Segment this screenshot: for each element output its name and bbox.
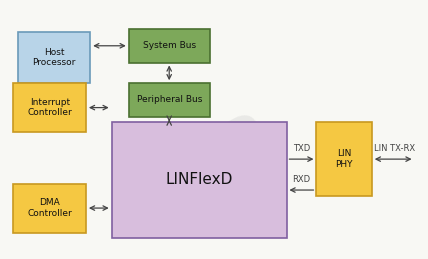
Text: LIN
PHY: LIN PHY — [336, 149, 353, 169]
FancyBboxPatch shape — [316, 122, 372, 197]
Text: DMA
Controller: DMA Controller — [27, 198, 72, 218]
Text: TXD: TXD — [293, 144, 310, 153]
Text: LINFlexD: LINFlexD — [165, 172, 233, 187]
FancyBboxPatch shape — [18, 32, 90, 83]
Text: Interrupt
Controller: Interrupt Controller — [27, 98, 72, 117]
Text: RXD: RXD — [292, 175, 311, 184]
Text: Peripheral Bus: Peripheral Bus — [137, 95, 202, 104]
FancyBboxPatch shape — [14, 83, 86, 132]
FancyBboxPatch shape — [129, 83, 210, 117]
FancyBboxPatch shape — [129, 29, 210, 62]
Text: LIN TX-RX: LIN TX-RX — [374, 144, 415, 153]
FancyBboxPatch shape — [112, 122, 286, 238]
Text: Host
Processor: Host Processor — [33, 48, 76, 67]
Text: System Bus: System Bus — [143, 41, 196, 50]
Text: NXP: NXP — [124, 103, 278, 223]
FancyBboxPatch shape — [14, 184, 86, 233]
